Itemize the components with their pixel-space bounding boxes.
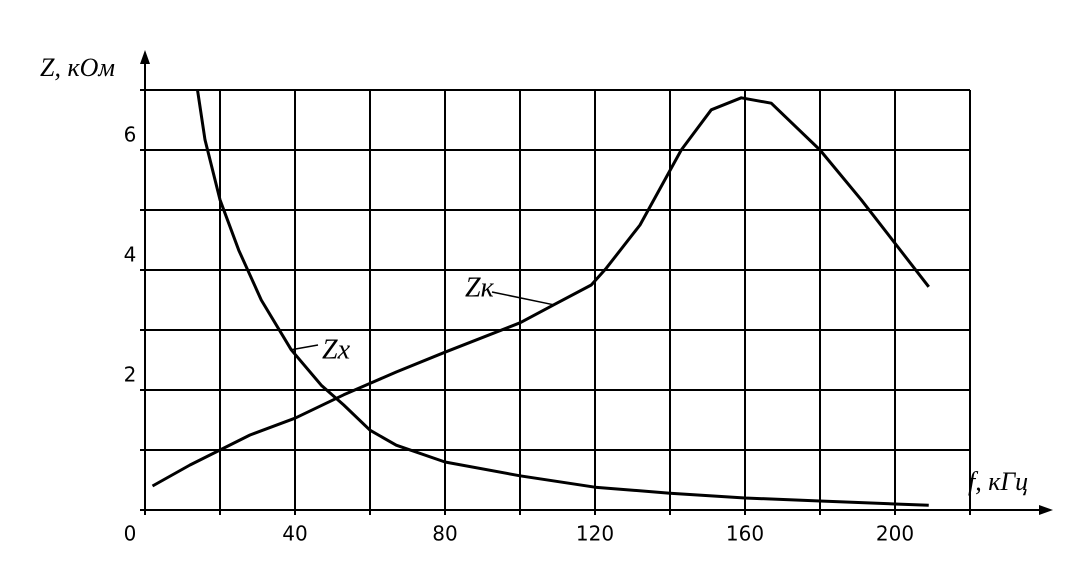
series-line [151,96,930,488]
x-tick-label: 80 [432,522,457,546]
x-tick-label: 0 [124,522,137,546]
series-label: Zк [465,272,495,303]
y-tick-label: 2 [124,363,137,387]
x-tick-label: 120 [576,522,614,546]
x-arrow [1039,505,1053,515]
series-label: Zх [322,334,351,365]
x-tick-label: 160 [726,522,764,546]
y-tick-label: 4 [124,243,137,267]
x-tick-label: 40 [282,522,307,546]
x-tick-label: 200 [876,522,914,546]
x-axis-label: f, кГц [968,467,1028,496]
series-line [196,89,929,507]
leader-line [491,291,554,306]
leader-line [291,344,319,351]
y-tick-label: 6 [124,123,137,147]
y-axis-label: Z, кОм [40,53,115,82]
y-arrow [140,50,150,64]
